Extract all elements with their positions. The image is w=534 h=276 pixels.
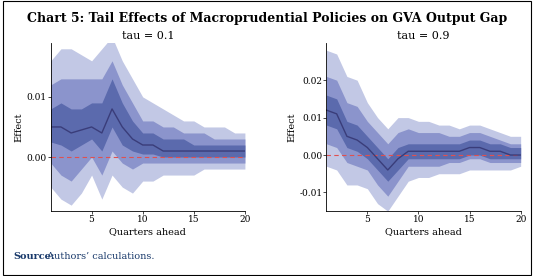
Y-axis label: Effect: Effect — [287, 112, 296, 142]
Text: Authors’ calculations.: Authors’ calculations. — [44, 252, 154, 261]
X-axis label: Quarters ahead: Quarters ahead — [385, 227, 462, 236]
X-axis label: Quarters ahead: Quarters ahead — [109, 227, 186, 236]
Title: tau = 0.1: tau = 0.1 — [122, 31, 174, 41]
Text: Chart 5: Tail Effects of Macroprudential Policies on GVA Output Gap: Chart 5: Tail Effects of Macroprudential… — [27, 12, 507, 25]
Title: tau = 0.9: tau = 0.9 — [397, 31, 450, 41]
Y-axis label: Effect: Effect — [14, 112, 23, 142]
Text: Source:: Source: — [13, 252, 54, 261]
